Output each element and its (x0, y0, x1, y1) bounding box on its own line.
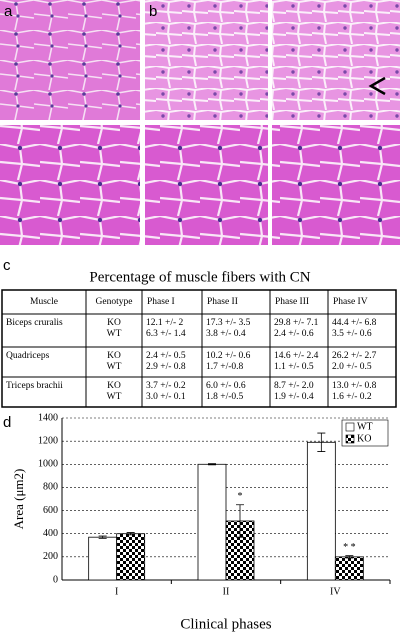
table-cell: Biceps cruralis (6, 318, 63, 328)
table-cell: 10.2 +/- 0.6 (206, 351, 251, 361)
micrograph (272, 0, 400, 120)
panel-label: a (4, 3, 13, 20)
error-bar (208, 463, 216, 466)
table-cell: 2.4 +/- 0.5 (146, 351, 186, 361)
table-cell: WT (107, 392, 122, 402)
table-header: Phase I (147, 297, 175, 307)
table-cell: 6.0 +/- 0.6 (206, 381, 246, 391)
table-cell: 1.6 +/- 0.2 (332, 392, 372, 402)
micrograph (272, 125, 400, 245)
y-tick-label: 0 (53, 574, 58, 585)
table-cell: 3.7 +/- 0.2 (146, 381, 186, 391)
table-cell: 14.6 +/- 2.4 (274, 351, 319, 361)
panel-label: b (149, 3, 157, 20)
bar (306, 441, 336, 581)
x-tick-label: IV (330, 586, 341, 597)
micrograph (0, 125, 140, 245)
panel-label: c (3, 257, 11, 274)
micrograph (145, 0, 268, 120)
error-bar (98, 535, 107, 539)
bar (116, 533, 146, 581)
y-tick-label: 200 (43, 551, 58, 562)
table-cell: 6.3 +/- 1.4 (146, 329, 186, 339)
table-cell: KO (107, 318, 121, 328)
table-cell: 3.8 +/- 0.4 (206, 329, 246, 339)
y-tick-label: 400 (43, 528, 58, 539)
y-axis-title: Area (μm2) (11, 469, 26, 530)
table-cell: 3.5 +/- 0.6 (332, 329, 372, 339)
panel-label: d (3, 414, 11, 431)
x-tick-label: II (223, 586, 230, 597)
table-cell: 1.9 +/- 0.4 (274, 392, 314, 402)
bar (334, 556, 364, 581)
table-cell: WT (107, 362, 122, 372)
table-cell: 17.3 +/- 3.5 (206, 318, 251, 328)
table-cell: KO (107, 381, 121, 391)
micrograph (145, 125, 268, 245)
table-header: Phase IV (333, 297, 368, 307)
error-bar (236, 504, 244, 538)
significance-mark: * * (343, 542, 356, 553)
table: Muscle Genotype Phase I Phase II Phase III Ph… (1, 289, 397, 408)
table-border (1, 289, 397, 408)
table-cell: 3.0 +/- 0.1 (146, 392, 186, 402)
bar (197, 463, 227, 581)
bar (88, 536, 118, 581)
error-bar (345, 555, 354, 559)
y-tick-label: 800 (43, 482, 58, 493)
y-tick-label: 600 (43, 505, 58, 516)
table-cell: 13.0 +/- 0.8 (332, 381, 377, 391)
table-header: Muscle (30, 297, 58, 307)
error-bar (317, 432, 326, 452)
y-tick-label: 1400 (38, 412, 58, 423)
x-axis-title: Clinical phases (180, 616, 271, 632)
table-cell: 2.9 +/- 0.8 (146, 362, 186, 372)
table-cell: 12.1 +/- 2 (146, 318, 184, 328)
table-cell: 1.1 +/- 0.5 (274, 362, 314, 372)
table-cell: 26.2 +/- 2.7 (332, 351, 377, 361)
legend-swatch (345, 434, 355, 444)
table-header: Phase III (275, 297, 309, 307)
table-header: Phase II (207, 297, 238, 307)
table-cell: 2.0 +/- 0.5 (332, 362, 372, 372)
legend-swatch (345, 422, 355, 432)
x-tick-label: I (115, 586, 118, 597)
table-cell: WT (107, 329, 122, 339)
y-tick-label: 1000 (38, 459, 58, 470)
table-header: Genotype (96, 297, 133, 307)
table-cell: 1.8 +/-0.5 (206, 392, 244, 402)
error-bar (126, 532, 135, 536)
legend-label: WT (357, 421, 373, 432)
arrowhead (368, 76, 386, 96)
table-title: Percentage of muscle fibers with CN (89, 269, 310, 285)
table-cell: KO (107, 351, 121, 361)
y-tick-label: 1200 (38, 435, 58, 446)
significance-mark: * (238, 491, 243, 502)
table-cell: Triceps brachii (6, 381, 63, 391)
micrograph (0, 0, 140, 120)
table-cell: 8.7 +/- 2.0 (274, 381, 314, 391)
table-cell: 1.7 +/-0.8 (206, 362, 244, 372)
table-cell: 29.8 +/- 7.1 (274, 318, 319, 328)
table-cell: 44.4 +/- 6.8 (332, 318, 377, 328)
legend-label: KO (357, 433, 371, 444)
table-cell: 2.4 +/- 0.6 (274, 329, 314, 339)
table-cell: Quadriceps (6, 351, 50, 361)
